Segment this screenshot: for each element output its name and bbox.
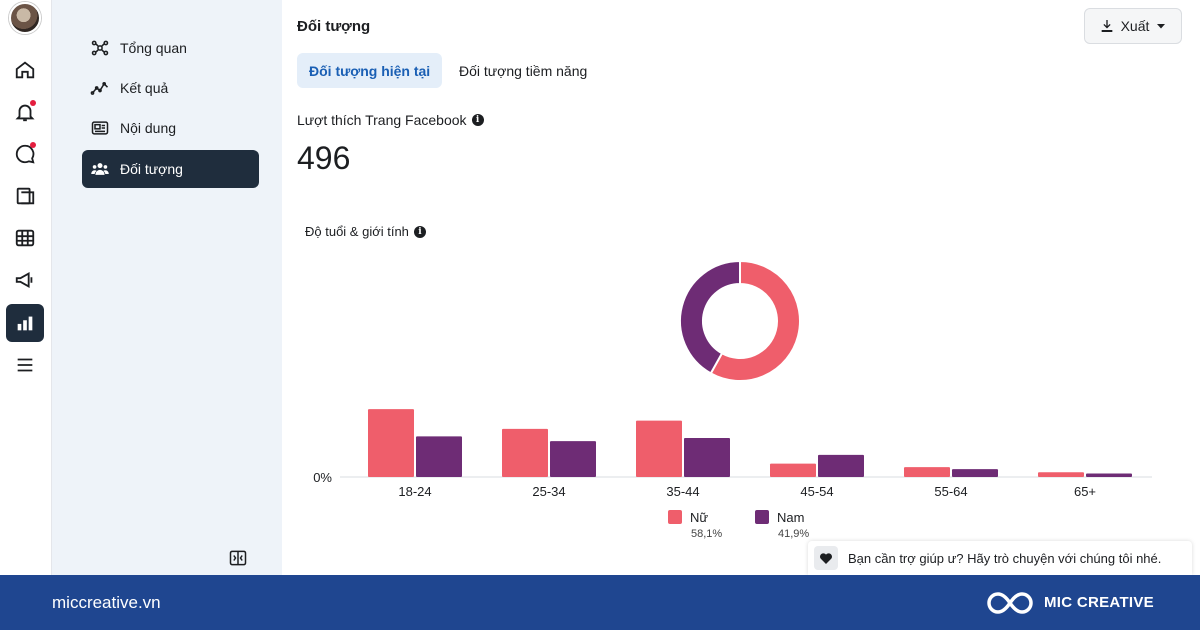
sidebar-item-label: Nội dung <box>120 120 177 136</box>
info-icon[interactable]: i <box>471 114 484 126</box>
notification-dot <box>30 100 36 106</box>
x-tick-label: 65+ <box>1074 484 1096 499</box>
bar-chart-icon[interactable] <box>6 304 44 342</box>
x-tick-label: 45-54 <box>800 484 833 499</box>
x-tick-label: 35-44 <box>666 484 699 499</box>
legend-item-female: Nữ 58,1% <box>668 510 722 540</box>
info-icon[interactable]: i <box>413 225 426 238</box>
tab-current-audience[interactable]: Đối tượng hiện tại <box>297 53 443 88</box>
legend-swatch <box>668 510 682 524</box>
age-gender-chart: 0% 18-24 25-34 35-44 45-54 55-64 65+ <box>313 259 1152 499</box>
bar <box>502 428 548 477</box>
sidebar-item-label: Đối tượng <box>120 161 183 177</box>
sidebar-item-results[interactable]: Kết quả <box>82 69 259 107</box>
sidebar-item-label: Kết quả <box>120 80 169 96</box>
heart-chat-icon <box>814 546 838 570</box>
page-likes-label: Lượt thích Trang Facebook i <box>297 112 484 128</box>
pages-icon[interactable] <box>11 182 39 210</box>
trend-icon <box>90 81 109 95</box>
bell-icon[interactable] <box>11 98 39 126</box>
chat-icon[interactable] <box>11 140 39 168</box>
home-icon[interactable] <box>11 56 39 84</box>
avatar[interactable] <box>9 2 41 34</box>
bar <box>904 467 950 477</box>
bar <box>952 469 998 477</box>
donut-slice <box>679 259 741 375</box>
chart-title: Độ tuổi & giới tính i <box>305 224 426 239</box>
table-icon[interactable] <box>11 224 39 252</box>
overview-icon <box>91 40 109 56</box>
chat-support-bubble[interactable]: Bạn cần trợ giúp ư? Hãy trò chuyện với c… <box>808 541 1192 575</box>
sidebar-item-overview[interactable]: Tổng quan <box>82 29 259 67</box>
collapse-sidebar-icon[interactable] <box>228 548 248 568</box>
bar <box>1086 473 1132 477</box>
megaphone-icon[interactable] <box>11 266 39 294</box>
bar <box>818 454 864 477</box>
tab-potential-audience[interactable]: Đối tượng tiềm năng <box>459 62 588 79</box>
bar <box>550 441 596 477</box>
x-tick-label: 18-24 <box>398 484 431 499</box>
bar <box>770 463 816 477</box>
sidebar-item-audience[interactable]: Đối tượng <box>82 150 259 188</box>
bar <box>636 420 682 477</box>
page-likes-value: 496 <box>297 140 351 176</box>
footer-banner: miccreative.vn MIC CREATIVE <box>0 575 1200 630</box>
footer-brand: MIC CREATIVE <box>986 588 1154 618</box>
icon-rail <box>0 0 52 575</box>
caret-down-icon <box>1157 24 1166 29</box>
y-tick-label: 0% <box>313 470 332 485</box>
legend-swatch <box>755 510 769 524</box>
bar <box>1038 472 1084 477</box>
export-button[interactable]: Xuất <box>1084 8 1182 44</box>
menu-icon[interactable] <box>11 351 39 379</box>
people-icon <box>91 163 109 175</box>
page-title: Đối tượng <box>297 18 371 35</box>
bar <box>368 409 414 477</box>
main-panel: Đối tượng Xuất Đối tượng hiện tại Đối tư… <box>282 0 1200 575</box>
bar <box>684 437 730 477</box>
x-tick-label: 25-34 <box>532 484 565 499</box>
sidebar-item-label: Tổng quan <box>120 40 187 56</box>
content-icon <box>91 121 109 135</box>
footer-site[interactable]: miccreative.vn <box>52 592 161 612</box>
sidebar-item-content[interactable]: Nội dung <box>82 109 259 147</box>
chat-support-text: Bạn cần trợ giúp ư? Hãy trò chuyện với c… <box>848 550 1162 566</box>
donut-slice <box>709 259 801 382</box>
message-dot <box>30 142 36 148</box>
infinity-logo-icon <box>987 591 1033 614</box>
sidebar: Tổng quan Kết quả Nội dung Đối tượng <box>52 0 282 575</box>
legend-item-male: Nam 41,9% <box>755 510 809 540</box>
download-icon <box>1101 20 1112 32</box>
bar <box>416 436 462 477</box>
x-tick-label: 55-64 <box>934 484 967 499</box>
